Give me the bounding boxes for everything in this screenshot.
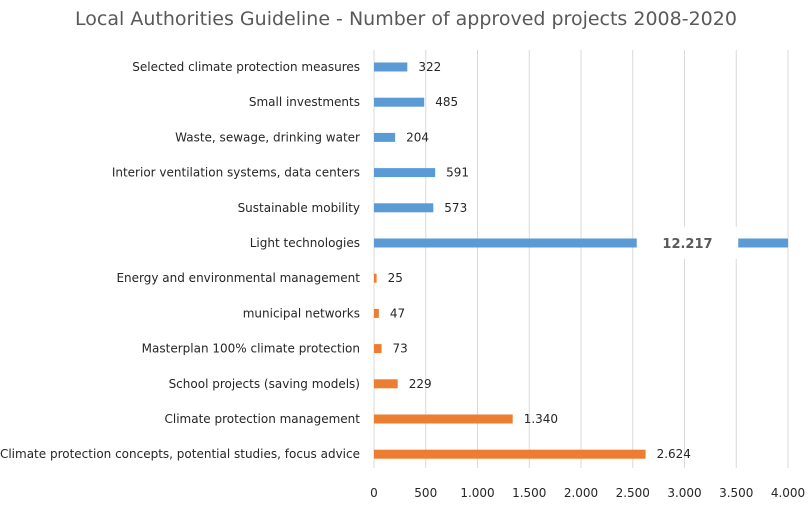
x-tick-label: 3.000 <box>667 486 701 500</box>
data-label: 229 <box>409 377 432 391</box>
category-label: Climate protection concepts, potential s… <box>0 447 360 461</box>
x-tick-label: 2.000 <box>564 486 598 500</box>
x-tick-label: 3.500 <box>719 486 753 500</box>
data-label: 573 <box>444 201 467 215</box>
x-tick-label: 0 <box>370 486 378 500</box>
bar <box>374 273 377 283</box>
bar <box>374 414 513 424</box>
data-label: 204 <box>406 130 429 144</box>
bar <box>374 238 788 248</box>
x-tick-label: 500 <box>414 486 437 500</box>
chart-title: Local Authorities Guideline - Number of … <box>75 8 737 30</box>
data-label: 12.217 <box>662 237 712 252</box>
axis-break <box>636 227 739 259</box>
category-label: Sustainable mobility <box>238 201 360 215</box>
data-label: 25 <box>388 271 403 285</box>
x-tick-label: 1.500 <box>512 486 546 500</box>
bar <box>374 344 382 354</box>
bar <box>374 379 398 389</box>
category-label: Waste, sewage, drinking water <box>175 130 360 144</box>
x-tick-label: 2.500 <box>616 486 650 500</box>
x-tick-label: 4.000 <box>771 486 805 500</box>
category-label: School projects (saving models) <box>169 377 360 391</box>
bar <box>374 449 646 459</box>
x-tick-label: 1.000 <box>460 486 494 500</box>
category-label: Climate protection management <box>165 412 361 426</box>
data-label: 322 <box>418 60 441 74</box>
category-label: municipal networks <box>243 306 360 320</box>
data-label: 73 <box>393 342 408 356</box>
bar <box>374 62 408 72</box>
data-label: 2.624 <box>657 447 691 461</box>
category-label: Energy and environmental management <box>116 271 360 285</box>
category-label: Selected climate protection measures <box>132 60 360 74</box>
data-label: 485 <box>435 95 458 109</box>
category-label: Masterplan 100% climate protection <box>142 342 360 356</box>
data-label: 47 <box>390 306 405 320</box>
bar <box>374 97 425 107</box>
bar <box>374 168 436 178</box>
bar <box>374 132 396 142</box>
bar <box>374 203 434 213</box>
category-label: Interior ventilation systems, data cente… <box>112 166 360 180</box>
category-label: Small investments <box>249 95 360 109</box>
data-label: 1.340 <box>524 412 558 426</box>
bar <box>374 308 379 318</box>
data-label: 591 <box>446 166 469 180</box>
category-label: Light technologies <box>250 236 360 250</box>
